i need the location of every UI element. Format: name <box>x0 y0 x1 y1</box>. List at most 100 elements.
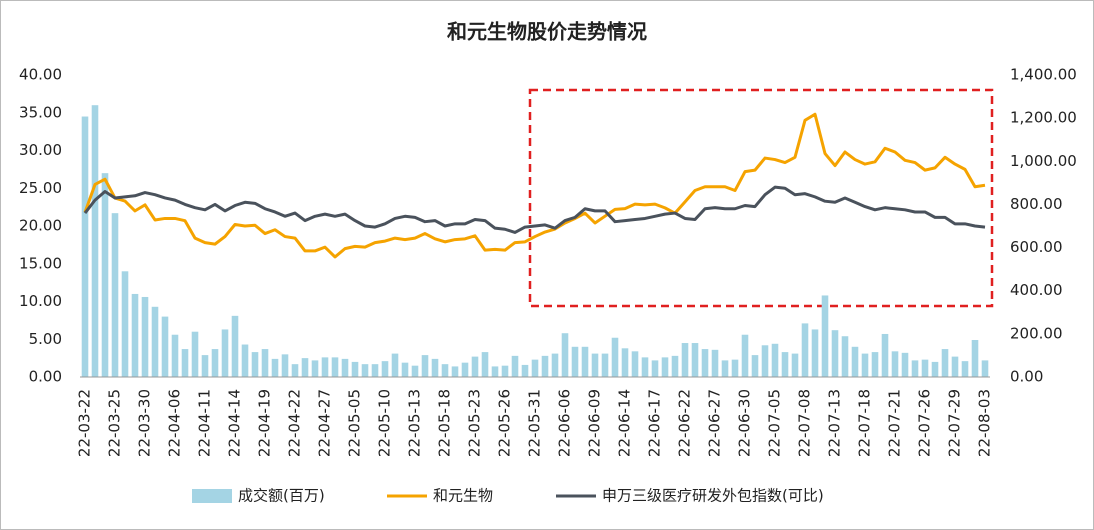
bar <box>921 359 929 377</box>
chart-title: 和元生物股价走势情况 <box>447 20 647 44</box>
x-tick-label: 22-06-22 <box>676 389 694 457</box>
bar <box>301 358 309 377</box>
bar <box>911 360 919 377</box>
x-tick-label: 22-07-13 <box>826 389 844 457</box>
y-tick-label: 25.00 <box>19 179 62 197</box>
bar <box>721 360 729 377</box>
bar <box>521 364 529 377</box>
bar <box>91 105 99 377</box>
x-tick-label: 22-06-14 <box>616 389 634 457</box>
bar <box>311 360 319 377</box>
x-tick-label: 22-06-09 <box>586 389 604 457</box>
y2-tick-label: 1,200.00 <box>1010 109 1077 127</box>
bar <box>211 349 219 377</box>
x-tick-label: 22-04-14 <box>226 389 244 457</box>
bar <box>281 354 289 377</box>
y-tick-label: 30.00 <box>19 141 62 159</box>
x-tick-label: 22-04-22 <box>286 389 304 457</box>
x-tick-label: 22-05-05 <box>346 389 364 457</box>
bar <box>191 331 199 377</box>
y-tick-label: 10.00 <box>19 292 62 310</box>
bar <box>801 323 809 377</box>
bar <box>821 295 829 377</box>
y-tick-label: 0.00 <box>29 368 62 386</box>
x-tick-label: 22-04-11 <box>196 389 214 457</box>
bar <box>381 361 389 377</box>
y-tick-label: 15.00 <box>19 254 62 272</box>
x-tick-label: 22-04-06 <box>166 389 184 457</box>
x-tick-label: 22-03-25 <box>106 389 124 457</box>
bar <box>611 337 619 377</box>
line-series <box>83 112 986 259</box>
bar <box>971 340 979 377</box>
bar <box>461 362 469 377</box>
bar <box>831 330 839 377</box>
bar <box>121 271 129 377</box>
y2-tick-label: 0.00 <box>1010 368 1043 386</box>
x-tick-label: 22-03-30 <box>136 389 154 457</box>
bar <box>131 293 139 377</box>
bar <box>161 316 169 377</box>
x-tick-label: 22-05-10 <box>376 389 394 457</box>
bar <box>871 352 879 377</box>
bar <box>101 173 109 377</box>
bar <box>491 366 499 377</box>
bar <box>251 352 259 377</box>
x-tick-label: 22-04-27 <box>316 389 334 457</box>
bar <box>471 356 479 377</box>
bar <box>401 362 409 377</box>
bar <box>891 351 899 377</box>
bar <box>441 364 449 377</box>
bar <box>111 213 119 377</box>
bar <box>371 364 379 377</box>
bar <box>791 353 799 377</box>
bar <box>651 360 659 377</box>
highlight-box <box>528 88 994 308</box>
bar <box>741 334 749 377</box>
bar <box>621 348 629 377</box>
bar <box>841 336 849 377</box>
bar <box>411 365 419 377</box>
bar <box>811 329 819 377</box>
bar <box>321 357 329 377</box>
y2-tick-label: 1,400.00 <box>1010 66 1077 84</box>
bar <box>181 349 189 377</box>
bar <box>761 345 769 377</box>
bar <box>641 357 649 377</box>
bar <box>931 361 939 377</box>
x-tick-label: 22-04-19 <box>256 389 274 457</box>
bar <box>481 352 489 377</box>
y2-tick-label: 1,000.00 <box>1010 152 1077 170</box>
bar <box>421 355 429 377</box>
bar <box>541 355 549 377</box>
x-tick-label: 22-05-13 <box>406 389 424 457</box>
x-tick-label: 22-06-17 <box>646 389 664 457</box>
bar <box>981 360 989 377</box>
bar <box>731 359 739 377</box>
bar <box>171 334 179 377</box>
y-tick-label: 35.00 <box>19 103 62 121</box>
legend-label: 和元生物 <box>433 487 493 505</box>
x-tick-label: 22-07-21 <box>886 389 904 457</box>
y-tick-label: 5.00 <box>29 330 62 348</box>
line-series <box>83 185 986 234</box>
bar <box>81 116 89 378</box>
bar <box>141 296 149 377</box>
bar <box>331 357 339 377</box>
bar <box>591 353 599 377</box>
bar <box>631 351 639 377</box>
legend-label: 申万三级医疗研发外包指数(可比) <box>602 487 824 505</box>
bar <box>561 333 569 377</box>
bar <box>771 343 779 377</box>
x-tick-label: 22-05-23 <box>466 389 484 457</box>
bar <box>961 361 969 377</box>
bar <box>901 352 909 377</box>
bar <box>861 353 869 377</box>
bar <box>291 364 299 377</box>
bar <box>261 349 269 377</box>
bar <box>781 352 789 377</box>
bar <box>361 364 369 377</box>
bar <box>531 359 539 377</box>
